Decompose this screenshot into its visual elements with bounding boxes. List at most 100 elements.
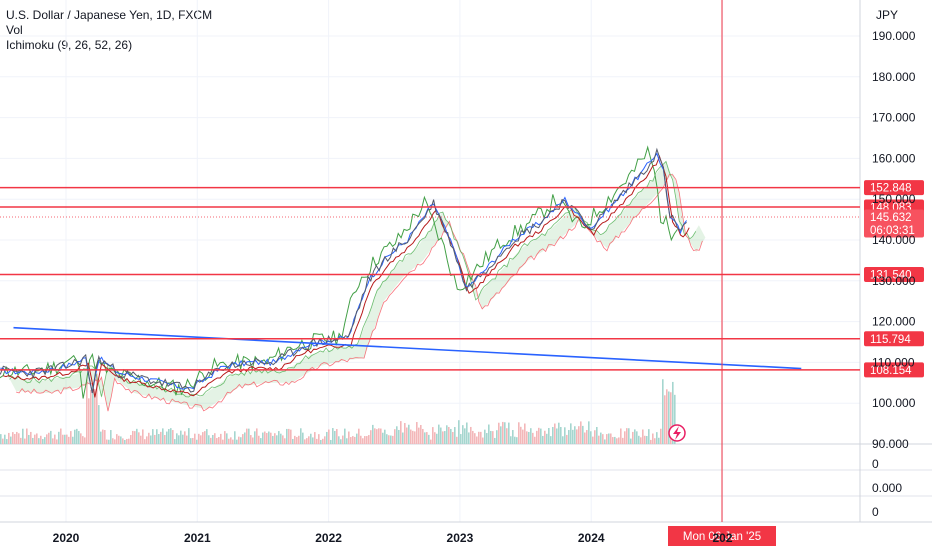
trendline[interactable] bbox=[13, 326, 802, 370]
volume-bar bbox=[450, 428, 452, 444]
volume-bar bbox=[108, 439, 110, 444]
current-price-label: 145.632 bbox=[870, 212, 912, 224]
volume-bar bbox=[178, 435, 180, 444]
volume-bar bbox=[176, 433, 178, 444]
volume-bar bbox=[312, 437, 314, 444]
volume-bar bbox=[134, 431, 136, 444]
volume-bar bbox=[266, 432, 268, 444]
volume-bar bbox=[490, 430, 492, 444]
volume-bar bbox=[230, 437, 232, 444]
volume-bar bbox=[454, 427, 456, 444]
volume-bar bbox=[440, 427, 442, 444]
volume-bar bbox=[632, 431, 634, 444]
volume-bar bbox=[580, 421, 582, 444]
volume-bar bbox=[240, 437, 242, 444]
volume-bar bbox=[238, 436, 240, 444]
volume-bar bbox=[464, 428, 466, 444]
volume-bar bbox=[474, 433, 476, 444]
volume-bar bbox=[142, 429, 144, 444]
volume-bar bbox=[434, 432, 436, 444]
volume-bar bbox=[656, 432, 658, 444]
volume-bar bbox=[126, 438, 128, 444]
volume-bar bbox=[620, 428, 622, 444]
volume-bar bbox=[106, 439, 108, 444]
volume-bar bbox=[202, 432, 204, 444]
volume-bar bbox=[78, 431, 80, 444]
volume-bar bbox=[214, 433, 216, 444]
volume-bar bbox=[404, 423, 406, 444]
volume-bar bbox=[226, 433, 228, 444]
volume-bar bbox=[594, 430, 596, 444]
volume-bar bbox=[458, 420, 460, 444]
volume-bar bbox=[274, 433, 276, 444]
volume-bar bbox=[588, 421, 590, 444]
volume-bar bbox=[316, 438, 318, 444]
volume-bar bbox=[498, 422, 500, 444]
volume-bar bbox=[484, 429, 486, 444]
volume-histogram bbox=[0, 373, 676, 444]
volume-bar bbox=[138, 432, 140, 444]
volume-bar bbox=[220, 433, 222, 444]
volume-bar bbox=[148, 432, 150, 444]
volume-bar bbox=[164, 435, 166, 444]
crosshair-date-badge bbox=[668, 526, 776, 546]
volume-bar bbox=[258, 435, 260, 444]
volume-bar bbox=[94, 388, 96, 444]
volume-bar bbox=[196, 439, 198, 444]
volume-bar bbox=[306, 438, 308, 444]
volume-bar bbox=[536, 430, 538, 444]
volume-bar bbox=[168, 429, 170, 444]
volume-bar bbox=[652, 433, 654, 444]
volume-bar bbox=[448, 426, 450, 444]
volume-bar bbox=[624, 431, 626, 444]
volume-bar bbox=[354, 436, 356, 444]
legend-vol: Vol bbox=[6, 23, 23, 37]
volume-bar bbox=[116, 434, 118, 444]
lightning-icon[interactable] bbox=[668, 424, 686, 442]
senkou-span-a bbox=[9, 160, 697, 398]
volume-bar bbox=[62, 434, 64, 444]
volume-bar bbox=[468, 432, 470, 444]
volume-bar bbox=[376, 429, 378, 444]
volume-bar bbox=[248, 428, 250, 444]
volume-bar bbox=[122, 438, 124, 444]
volume-bar bbox=[438, 424, 440, 444]
volume-bar bbox=[244, 432, 246, 444]
volume-bar bbox=[218, 436, 220, 444]
volume-bar bbox=[422, 428, 424, 444]
volume-bar bbox=[80, 433, 82, 444]
volume-bar bbox=[206, 429, 208, 444]
volume-bar bbox=[44, 437, 46, 444]
volume-bar bbox=[52, 438, 54, 444]
volume-bar bbox=[112, 438, 114, 444]
volume-bar bbox=[352, 436, 354, 444]
volume-bar bbox=[608, 433, 610, 444]
volume-bar bbox=[182, 434, 184, 444]
volume-bar bbox=[318, 434, 320, 444]
lower-pane-tick-label: 0 bbox=[872, 505, 879, 519]
volume-bar bbox=[412, 430, 414, 444]
volume-bar bbox=[618, 437, 620, 444]
volume-bar bbox=[368, 435, 370, 444]
volume-bar bbox=[294, 435, 296, 444]
volume-bar bbox=[254, 431, 256, 444]
volume-bar bbox=[16, 431, 18, 444]
volume-bar bbox=[212, 434, 214, 444]
volume-bar bbox=[156, 429, 158, 444]
y-tick-label: 90.000 bbox=[872, 437, 909, 451]
volume-bar bbox=[22, 428, 24, 444]
volume-bar bbox=[604, 439, 606, 444]
volume-bar bbox=[234, 431, 236, 444]
volume-bar bbox=[282, 435, 284, 444]
volume-bar bbox=[392, 435, 394, 444]
x-tick-label: 2024 bbox=[578, 531, 605, 545]
volume-bar bbox=[310, 433, 312, 444]
volume-bar bbox=[366, 436, 368, 444]
volume-bar bbox=[540, 428, 542, 444]
volume-bar bbox=[530, 428, 532, 444]
volume-bar bbox=[88, 398, 90, 444]
volume-bar bbox=[344, 428, 346, 444]
volume-bar bbox=[46, 434, 48, 444]
volume-bar bbox=[566, 434, 568, 444]
